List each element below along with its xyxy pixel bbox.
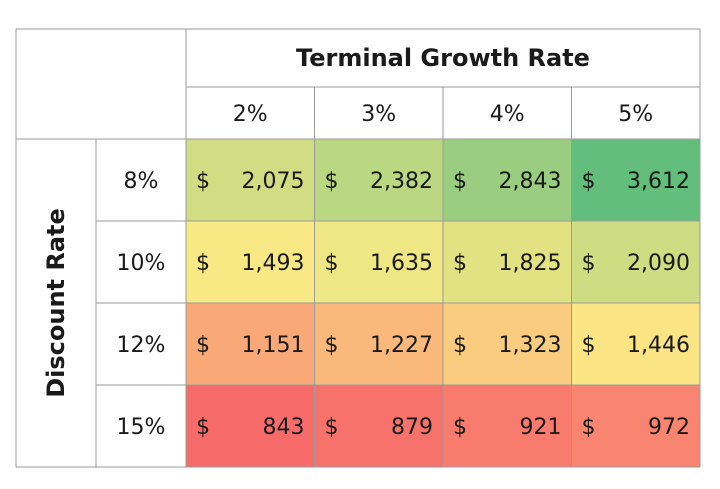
currency-symbol: $ <box>453 251 467 276</box>
cell-value: 843 <box>263 415 305 440</box>
currency-symbol: $ <box>196 415 210 440</box>
heatmap-cell <box>571 139 700 221</box>
heatmap-cell <box>571 303 700 385</box>
heatmap-cell <box>571 221 700 303</box>
row-header: 10% <box>117 251 166 276</box>
heatmap-cell <box>314 139 443 221</box>
heatmap-cell <box>571 385 700 467</box>
row-header: 8% <box>124 169 159 194</box>
row-header: 12% <box>117 333 166 358</box>
cell-value: 1,635 <box>370 251 433 276</box>
heatmap-cell <box>443 139 572 221</box>
row-axis-title: Discount Rate <box>42 208 70 398</box>
heatmap-cell <box>186 303 315 385</box>
heatmap-cell <box>443 221 572 303</box>
cell-value: 1,151 <box>242 333 305 358</box>
cell-value: 2,843 <box>499 169 562 194</box>
cell-value: 1,493 <box>242 251 305 276</box>
currency-symbol: $ <box>582 251 596 276</box>
cell-value: 921 <box>520 415 562 440</box>
heatmap-cell <box>314 303 443 385</box>
currency-symbol: $ <box>582 415 596 440</box>
currency-symbol: $ <box>453 169 467 194</box>
currency-symbol: $ <box>453 415 467 440</box>
cell-value: 2,090 <box>627 251 690 276</box>
column-header: 3% <box>361 102 396 127</box>
currency-symbol: $ <box>325 415 339 440</box>
cell-value: 1,227 <box>370 333 433 358</box>
row-header: 15% <box>117 415 166 440</box>
currency-symbol: $ <box>582 333 596 358</box>
cell-value: 3,612 <box>627 169 690 194</box>
currency-symbol: $ <box>325 251 339 276</box>
currency-symbol: $ <box>325 169 339 194</box>
currency-symbol: $ <box>196 169 210 194</box>
heatmap-cell <box>186 139 315 221</box>
cell-value: 2,382 <box>370 169 433 194</box>
column-header: 5% <box>618 102 653 127</box>
column-header: 4% <box>490 102 525 127</box>
cell-value: 2,075 <box>242 169 305 194</box>
heatmap-cell <box>186 221 315 303</box>
cell-value: 1,825 <box>499 251 562 276</box>
heatmap-cell <box>443 303 572 385</box>
currency-symbol: $ <box>325 333 339 358</box>
heatmap-cell <box>314 385 443 467</box>
currency-symbol: $ <box>582 169 596 194</box>
cell-value: 1,446 <box>627 333 690 358</box>
currency-symbol: $ <box>196 333 210 358</box>
heatmap-cell <box>443 385 572 467</box>
cell-value: 972 <box>648 415 690 440</box>
cell-value: 879 <box>391 415 433 440</box>
heatmap-cell <box>314 221 443 303</box>
currency-symbol: $ <box>196 251 210 276</box>
currency-symbol: $ <box>453 333 467 358</box>
column-axis-title: Terminal Growth Rate <box>296 44 590 72</box>
cell-value: 1,323 <box>499 333 562 358</box>
heatmap-cell <box>186 385 315 467</box>
column-header: 2% <box>233 102 268 127</box>
